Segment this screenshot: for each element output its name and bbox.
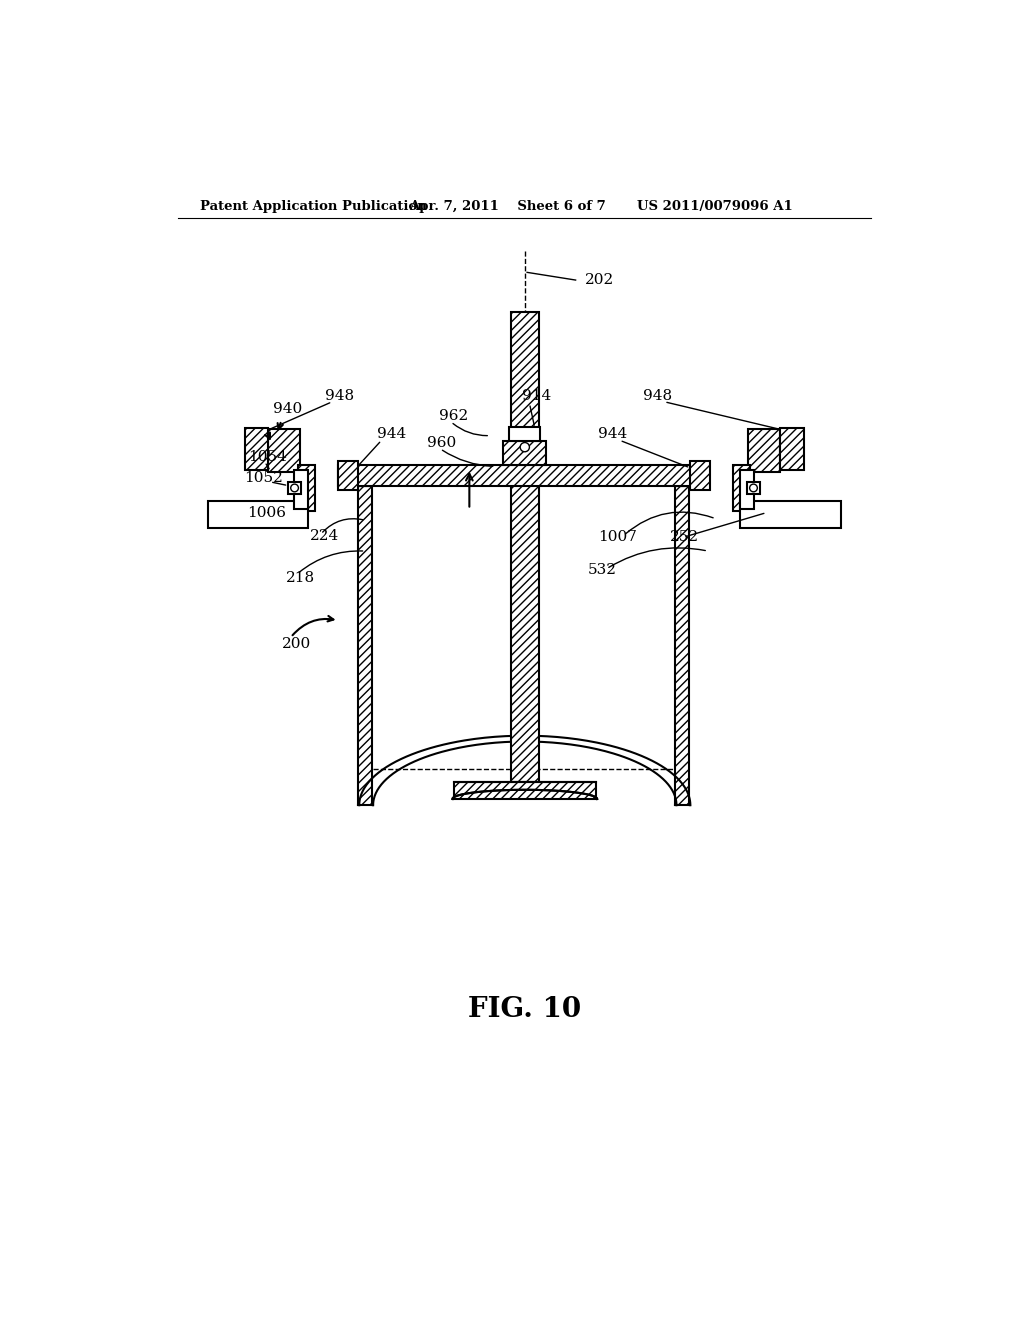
Text: Patent Application Publication: Patent Application Publication bbox=[200, 199, 427, 213]
Text: 948: 948 bbox=[643, 388, 673, 403]
Bar bbox=[748, 482, 760, 494]
Text: FIG. 10: FIG. 10 bbox=[468, 995, 582, 1023]
Text: 200: 200 bbox=[282, 636, 310, 651]
Text: 962: 962 bbox=[438, 409, 468, 424]
Bar bbox=[511, 313, 539, 781]
Text: 960: 960 bbox=[427, 437, 457, 450]
Text: 1052: 1052 bbox=[245, 471, 284, 484]
Bar bbox=[454, 781, 596, 799]
Text: Apr. 7, 2011    Sheet 6 of 7: Apr. 7, 2011 Sheet 6 of 7 bbox=[410, 199, 606, 213]
Bar bbox=[339, 465, 708, 487]
Bar bbox=[749, 429, 780, 471]
Bar bbox=[780, 428, 804, 470]
Text: 202: 202 bbox=[585, 273, 614, 286]
Text: 1006: 1006 bbox=[248, 506, 287, 520]
Text: 944: 944 bbox=[598, 428, 627, 441]
Bar bbox=[740, 470, 755, 508]
Bar bbox=[245, 428, 267, 470]
Bar bbox=[690, 461, 710, 490]
Bar bbox=[339, 461, 357, 490]
Bar bbox=[740, 502, 841, 528]
Bar bbox=[294, 470, 307, 508]
Text: 944: 944 bbox=[377, 428, 407, 441]
Bar bbox=[509, 428, 541, 441]
Bar bbox=[357, 487, 372, 805]
Text: 218: 218 bbox=[286, 572, 315, 585]
Text: 532: 532 bbox=[588, 564, 616, 577]
Text: 940: 940 bbox=[273, 401, 302, 416]
Text: 1054: 1054 bbox=[249, 450, 288, 465]
Bar bbox=[503, 441, 547, 465]
Bar bbox=[208, 502, 307, 528]
Text: 914: 914 bbox=[521, 388, 551, 403]
Bar bbox=[289, 482, 301, 494]
Text: 1007: 1007 bbox=[598, 531, 637, 544]
Bar bbox=[675, 487, 689, 805]
Circle shape bbox=[291, 484, 298, 492]
Circle shape bbox=[520, 442, 529, 451]
Text: 224: 224 bbox=[310, 529, 339, 543]
Text: 252: 252 bbox=[670, 531, 698, 544]
Bar bbox=[298, 465, 314, 511]
Bar bbox=[733, 465, 751, 511]
Bar bbox=[267, 429, 300, 471]
Text: 948: 948 bbox=[326, 388, 354, 403]
Circle shape bbox=[750, 484, 758, 492]
Text: US 2011/0079096 A1: US 2011/0079096 A1 bbox=[637, 199, 793, 213]
